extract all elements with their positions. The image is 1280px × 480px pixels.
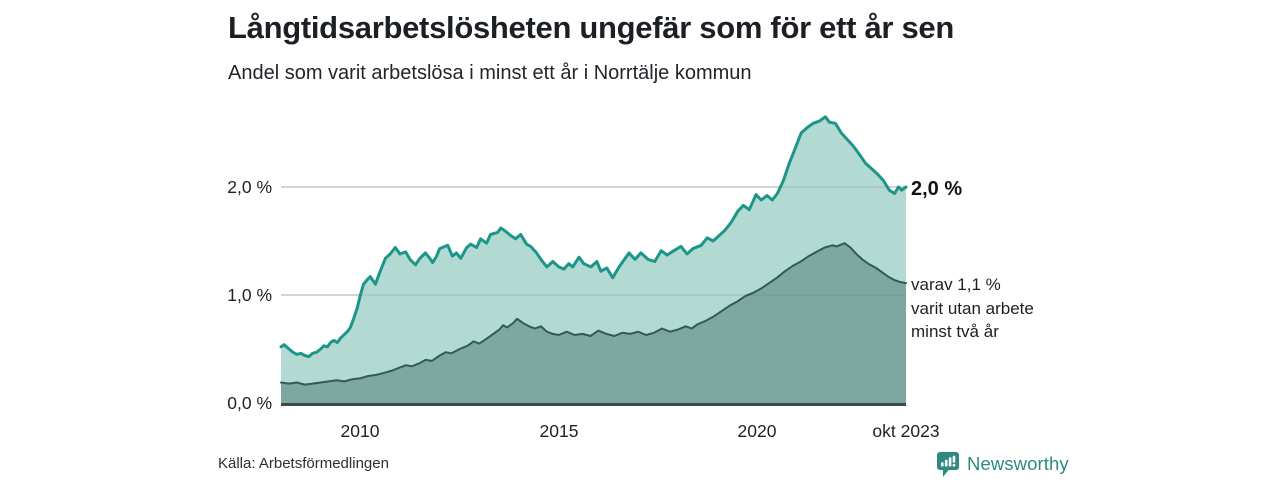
newsworthy-icon xyxy=(936,451,960,478)
x-tick-label: 2010 xyxy=(340,421,380,441)
page-title: Långtidsarbetslösheten ungefär som för e… xyxy=(228,10,955,45)
x-tick-label: 2015 xyxy=(539,421,579,441)
source-note: Källa: Arbetsförmedlingen xyxy=(218,455,389,472)
series1-end-value-label: 2,0 % xyxy=(911,178,963,200)
y-tick-label: 0,0 % xyxy=(227,393,272,413)
series2-annotation-line: minst två år xyxy=(911,322,999,341)
newsworthy-wordmark: Newsworthy xyxy=(967,453,1069,474)
y-tick-label: 2,0 % xyxy=(227,177,272,197)
series2-annotation: varav 1,1 % varit utan arbete minst två … xyxy=(911,273,1071,344)
arbetslosa-minst-ett-ar-line xyxy=(279,115,908,359)
utan-arbete-minst-tva-ar-area xyxy=(281,243,906,403)
chart-subtitle: Andel som varit arbetslösa i minst ett å… xyxy=(228,62,752,84)
y-tick-label: 1,0 % xyxy=(227,285,272,305)
x-tick-label: okt 2023 xyxy=(872,421,940,441)
x-tick-label: 2020 xyxy=(737,421,777,441)
newsworthy-logo[interactable]: Newsworthy xyxy=(936,450,1069,478)
utan-arbete-minst-tva-ar-line xyxy=(280,242,907,386)
series2-annotation-line: varit utan arbete xyxy=(911,298,1034,318)
series2-annotation-line: varav 1,1 % xyxy=(911,275,1001,294)
